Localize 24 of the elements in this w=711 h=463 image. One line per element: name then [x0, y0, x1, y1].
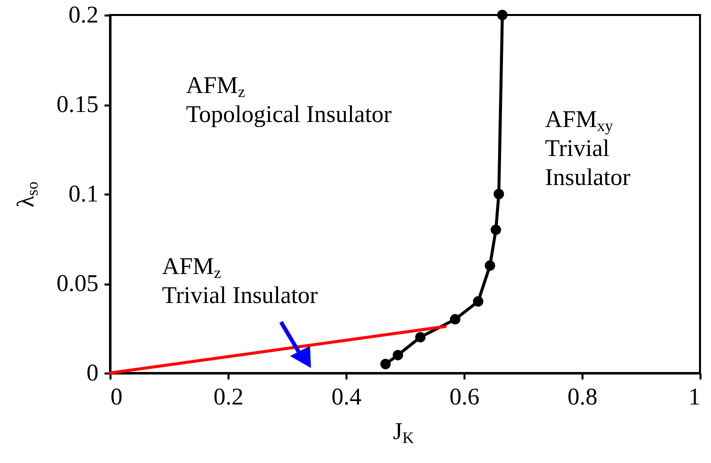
x-tick-label: 0.8 — [568, 384, 598, 410]
point — [484, 260, 496, 271]
x-tick-label: 0 — [110, 384, 122, 410]
x-axis-title: J$_{K}$ — [393, 418, 414, 447]
annotation: AFM$_{xy}$ Trivial Insulator — [545, 106, 630, 192]
point — [392, 350, 404, 360]
x-tick-label: 1 — [688, 384, 700, 410]
point — [490, 224, 502, 236]
annotation: AFM$_{z}$ Trivial Insulator — [162, 253, 318, 311]
x-tick-label: 0.2 — [214, 384, 244, 410]
point — [450, 314, 460, 325]
point — [415, 332, 426, 342]
x-tick-label: 0.6 — [450, 384, 480, 410]
x-tick-label: 0.4 — [332, 384, 362, 410]
point — [497, 10, 508, 20]
annotation: AFM$_{z}$ Topological Insulator — [186, 72, 392, 130]
point — [380, 358, 391, 370]
y-tick-label: 0.05 — [56, 271, 98, 297]
y-tick-label: 0 — [86, 360, 98, 386]
y-tick-label: 0.2 — [68, 2, 98, 28]
point — [494, 188, 504, 200]
y-tick-label: 0.15 — [56, 92, 98, 118]
y-tick-label: 0.1 — [68, 182, 98, 208]
point — [472, 296, 484, 307]
